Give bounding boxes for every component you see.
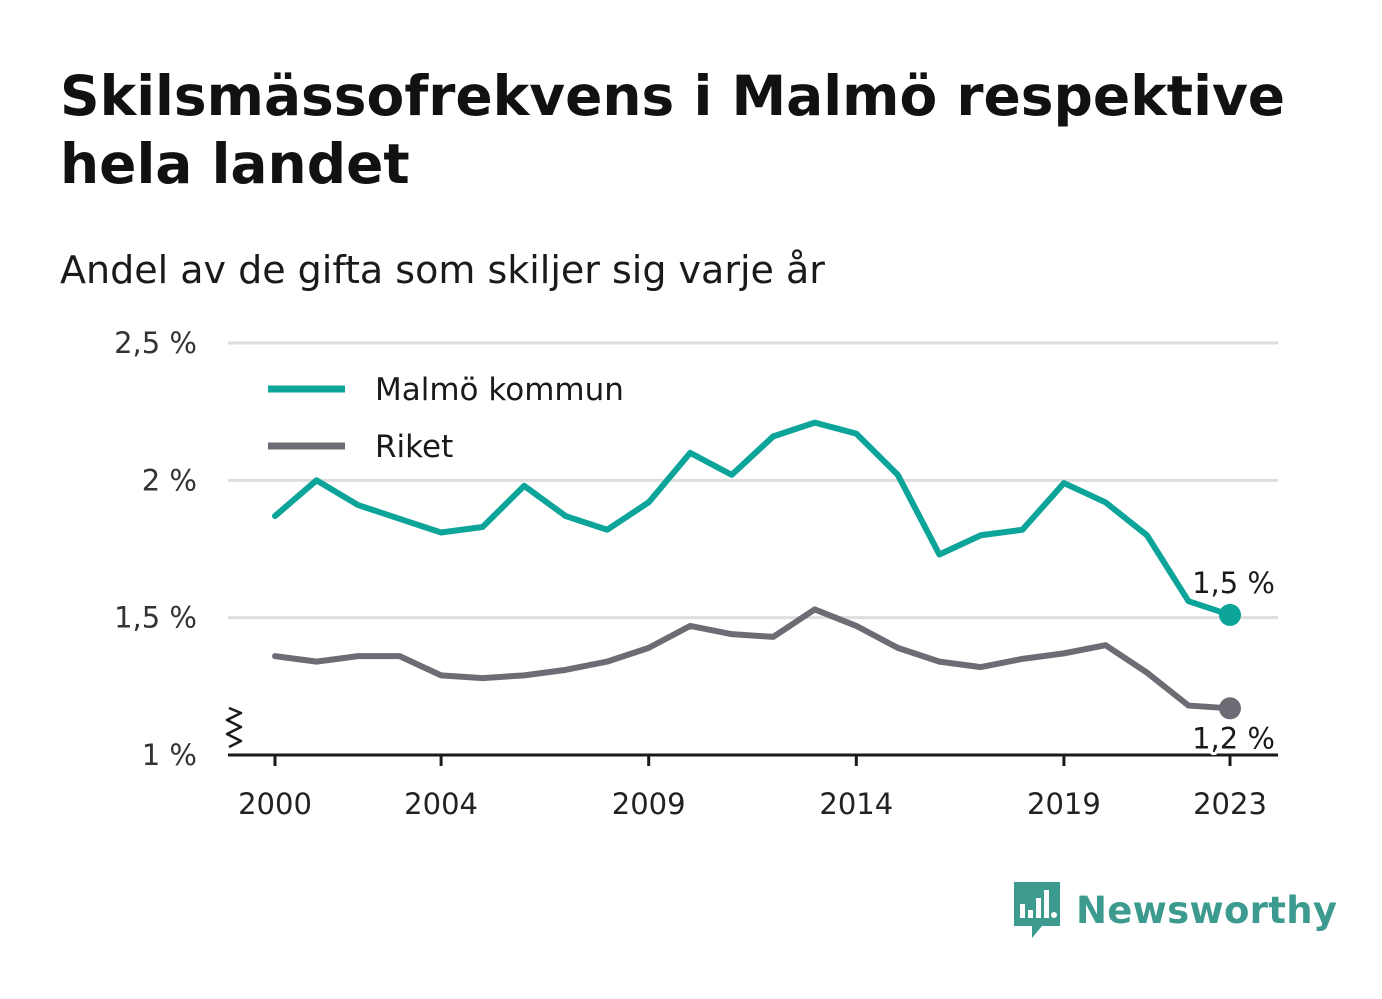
x-tick-label: 2004	[404, 787, 478, 821]
y-tick-label: 2,5 %	[114, 326, 197, 360]
axis-break-icon	[225, 706, 243, 749]
y-tick-label: 1 %	[142, 738, 197, 772]
legend-label: Riket	[375, 429, 453, 465]
x-tick-label: 2019	[1027, 787, 1101, 821]
x-tick-label: 2000	[238, 787, 312, 821]
chart-title: Skilsmässofrekvens i Malmö respektive he…	[60, 64, 1286, 196]
newsworthy-logo: Newsworthy	[1012, 878, 1337, 942]
x-tick-label: 2023	[1193, 787, 1267, 821]
series-line	[272, 606, 1233, 712]
x-axis: 2000 2004 2009 2014 2019 2023	[225, 706, 1278, 821]
gridlines	[228, 341, 1278, 620]
x-tick-label: 2014	[819, 787, 893, 821]
series-end-label: 1,2 %	[1192, 721, 1275, 755]
legend-label: Malmö kommun	[375, 372, 624, 408]
y-tick-label: 2 %	[142, 463, 197, 497]
series-line	[272, 419, 1233, 618]
newsworthy-logo-icon	[1014, 882, 1060, 938]
brand-name: Newsworthy	[1076, 888, 1338, 932]
series-end-point	[1219, 697, 1241, 720]
series-end-label: 1,5 %	[1192, 566, 1275, 600]
x-tick-label: 2009	[612, 787, 686, 821]
y-tick-label: 1,5 %	[114, 601, 197, 635]
series-end-point	[1219, 603, 1241, 626]
series-lines	[272, 419, 1241, 720]
chart-subtitle: Andel av de gifta som skiljer sig varje …	[60, 248, 825, 292]
y-axis-tick-labels: 1 % 1,5 % 2 % 2,5 %	[114, 326, 197, 772]
legend: Malmö kommun Riket	[268, 372, 624, 465]
end-labels: 1,5 % 1,2 %	[1189, 563, 1278, 758]
